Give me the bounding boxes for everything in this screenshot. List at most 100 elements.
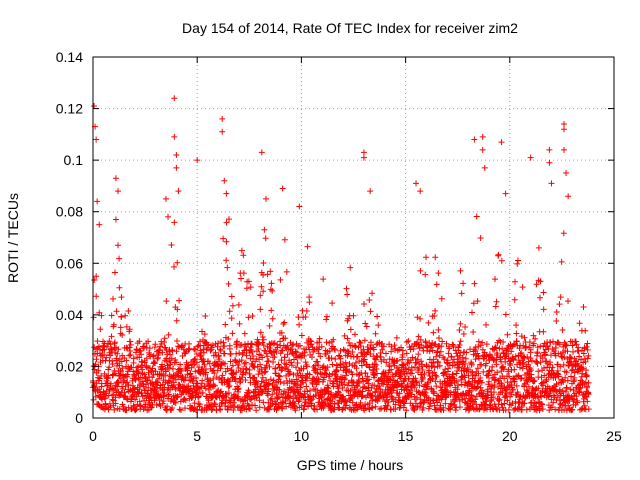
x-tick-label: 25	[606, 428, 622, 444]
data-point	[173, 317, 180, 324]
data-point	[350, 312, 357, 319]
data-point	[163, 358, 170, 365]
plot-frame	[92, 56, 615, 419]
data-point	[308, 354, 315, 361]
data-point	[567, 354, 574, 361]
data-point	[457, 391, 464, 398]
data-point	[546, 146, 553, 153]
data-point	[199, 389, 206, 396]
data-point	[210, 381, 217, 388]
data-point	[314, 358, 321, 365]
data-point	[283, 372, 290, 379]
data-point	[304, 388, 311, 395]
data-point	[112, 400, 119, 407]
data-point	[570, 348, 577, 355]
data-point	[106, 338, 113, 345]
data-point	[152, 368, 159, 375]
data-point	[512, 353, 519, 360]
data-point	[506, 373, 513, 380]
data-point	[513, 330, 520, 337]
data-point	[516, 345, 523, 352]
data-point	[479, 146, 486, 153]
data-point	[208, 344, 215, 351]
data-point	[130, 385, 137, 392]
data-point	[498, 401, 505, 408]
data-point	[378, 358, 385, 365]
data-point	[574, 399, 581, 406]
data-point	[230, 406, 237, 413]
data-point	[302, 359, 309, 366]
data-point	[211, 400, 218, 407]
data-point	[513, 382, 520, 389]
data-point	[209, 406, 216, 413]
data-point	[339, 384, 346, 391]
data-point	[559, 326, 566, 333]
data-point	[226, 216, 233, 223]
data-point	[473, 213, 480, 220]
data-point	[91, 102, 98, 109]
data-point	[555, 373, 562, 380]
data-point	[119, 331, 126, 338]
data-point	[260, 288, 267, 295]
data-point	[199, 377, 206, 384]
data-point	[546, 390, 553, 397]
data-point	[474, 365, 481, 372]
data-point	[563, 170, 570, 177]
data-point	[145, 338, 152, 345]
data-point	[356, 379, 363, 386]
data-point	[267, 396, 274, 403]
data-point	[178, 367, 185, 374]
data-point	[576, 320, 583, 327]
data-point	[240, 270, 247, 277]
data-point	[526, 339, 533, 346]
data-point	[356, 371, 363, 378]
data-point	[307, 387, 314, 394]
data-point	[432, 307, 439, 314]
data-point	[223, 190, 230, 197]
data-point	[553, 381, 560, 388]
data-point	[193, 359, 200, 366]
data-point	[257, 306, 264, 313]
data-point	[579, 365, 586, 372]
y-tick-label: 0.02	[56, 358, 83, 374]
data-point	[496, 396, 503, 403]
data-point	[126, 344, 133, 351]
data-point	[126, 352, 133, 359]
data-point	[432, 372, 439, 379]
data-point	[502, 387, 509, 394]
data-point	[494, 369, 501, 376]
data-point	[492, 344, 499, 351]
x-tick-label: 0	[89, 428, 97, 444]
data-point	[490, 389, 497, 396]
data-point	[193, 380, 200, 387]
data-point	[383, 359, 390, 366]
data-point	[583, 372, 590, 379]
data-point	[112, 175, 119, 182]
data-point	[133, 347, 140, 354]
data-point	[179, 352, 186, 359]
data-point	[270, 340, 277, 347]
data-point	[207, 347, 214, 354]
data-point	[419, 374, 426, 381]
data-point	[314, 406, 321, 413]
data-point	[345, 379, 352, 386]
data-point	[243, 352, 250, 359]
data-point	[353, 365, 360, 372]
data-point	[323, 316, 330, 323]
data-point	[289, 349, 296, 356]
data-point	[176, 297, 183, 304]
data-point	[255, 391, 262, 398]
data-point	[359, 375, 366, 382]
data-point	[216, 356, 223, 363]
data-point	[581, 402, 588, 409]
data-point	[163, 298, 170, 305]
data-point	[584, 340, 591, 347]
data-point	[206, 360, 213, 367]
data-point	[288, 362, 295, 369]
data-point	[316, 335, 323, 342]
data-point	[166, 365, 173, 372]
data-point	[146, 349, 153, 356]
data-point	[329, 370, 336, 377]
data-point	[217, 338, 224, 345]
data-point	[323, 313, 330, 320]
